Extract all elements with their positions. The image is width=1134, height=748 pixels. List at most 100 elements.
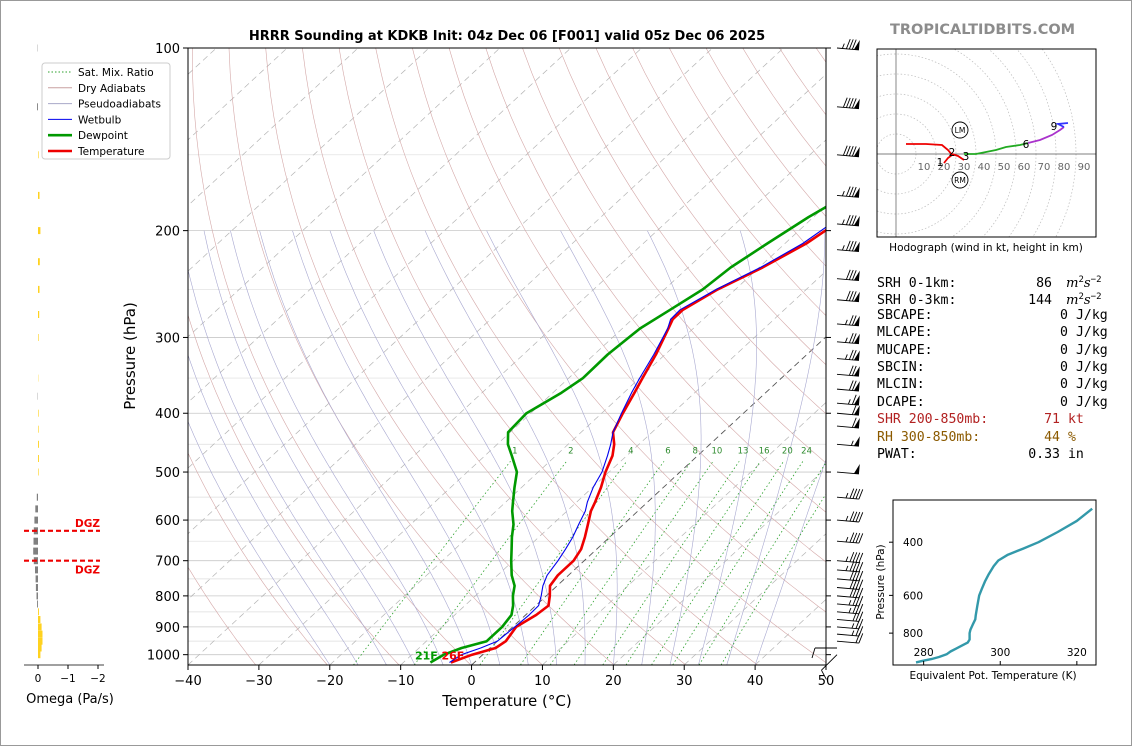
param-value: 86	[1036, 276, 1052, 291]
wind-barb	[836, 511, 864, 523]
omega-bar	[33, 537, 38, 545]
isotherm-line	[258, 139, 826, 665]
barb-flag	[845, 214, 851, 225]
y-tick-label: 100	[155, 42, 180, 57]
wind-barbs	[811, 38, 864, 680]
barb-half-flag	[841, 190, 845, 197]
dry-adiabat-line	[485, 48, 826, 513]
barb-flag	[811, 647, 816, 659]
barb-pennant	[853, 39, 860, 50]
param-unit: %	[1067, 429, 1076, 445]
omega-bar	[38, 191, 40, 199]
barb-staff	[836, 249, 859, 253]
x-tick-label: −20	[316, 674, 343, 689]
barb-staff	[836, 611, 859, 615]
barb-staff	[836, 595, 859, 599]
omega-bar	[38, 455, 39, 462]
theta-e-chart: 280 300 320 400 600 800 Equivalent Pot. Tempe…	[875, 499, 1097, 682]
barb-staff	[836, 358, 859, 361]
pseudoadiabat-line	[754, 458, 826, 665]
isotherm-line	[471, 336, 826, 665]
barb-pennant	[853, 270, 860, 281]
barb-flag	[851, 215, 857, 226]
barb-flag	[851, 39, 857, 50]
barb-flag	[851, 394, 857, 405]
barb-flag	[845, 97, 851, 108]
barb-flag	[848, 380, 854, 391]
param-label: PWAT:	[877, 446, 917, 462]
wind-barb	[836, 532, 864, 544]
param-pwat: PWAT: 0.33 in	[877, 446, 1108, 463]
barb-pennant	[853, 98, 860, 109]
pseudoadiabat-line	[424, 230, 586, 665]
barb-flag	[858, 533, 864, 544]
wind-barb	[811, 647, 837, 659]
barb-flag	[848, 315, 854, 326]
barb-pennant	[853, 333, 860, 344]
legend-label: Dry Adiabats	[78, 83, 146, 95]
isotherm-line	[188, 73, 826, 665]
param-label: SRH 0-1km:	[877, 276, 957, 291]
hodo-storm-marker	[951, 171, 969, 189]
wind-barb	[836, 365, 860, 377]
barb-pennant	[853, 187, 860, 198]
theta-y-tick-label: 400	[903, 537, 923, 549]
barb-flag	[845, 38, 851, 49]
omega-bar	[38, 311, 40, 318]
param-unit: kt	[1067, 412, 1084, 428]
omega-bar	[38, 468, 39, 476]
barb-staff	[836, 154, 859, 158]
barb-staff	[836, 578, 859, 582]
omega-bar	[36, 493, 38, 501]
dry-adiabat-line	[375, 48, 826, 664]
mixing-ratio-line	[479, 461, 628, 665]
omega-bar	[38, 630, 43, 638]
param-label: MUCAPE:	[877, 342, 933, 358]
skewt-chart: 1 2 4 6 8 10 13 16 20 24 30 36 21F 26F −40 −30 −20 −10 0…	[41, 29, 864, 710]
theta-e-line	[915, 507, 1093, 664]
omega-bar	[38, 258, 40, 266]
isotherm-line	[188, 48, 572, 403]
barb-pennant	[853, 463, 860, 474]
barb-pennant	[853, 418, 860, 429]
mixing-ratio-line	[720, 493, 826, 665]
barb-flag	[845, 186, 851, 197]
dry-adiabat-line	[558, 48, 826, 415]
skewt-ticks: −40 −30 −20 −10 0 10 20 30 40 50 100 200 300 400 500 60…	[147, 42, 834, 689]
x-tick-label: 20	[605, 674, 622, 689]
hodo-trace	[906, 143, 954, 164]
wind-barb	[836, 315, 860, 327]
barb-pennant	[853, 366, 860, 377]
barb-staff	[836, 443, 859, 447]
barb-flag	[855, 488, 861, 499]
barb-flag	[842, 145, 848, 156]
barb-flag	[852, 488, 858, 499]
isotherm-line	[329, 205, 826, 665]
barb-half-flag	[845, 536, 849, 543]
barb-half-flag	[844, 319, 848, 325]
wind-barb	[836, 394, 860, 406]
barb-flag	[851, 333, 857, 344]
barb-pennant	[853, 315, 860, 326]
x-tick-label: −40	[174, 674, 201, 689]
dry-adiabat-line	[595, 48, 826, 366]
hodograph-data: 12 3 6 9 LM RM	[906, 121, 1069, 189]
param-label: MLCIN:	[877, 377, 925, 393]
omega-bar	[35, 505, 38, 513]
surface-dewpoint-label: 21F	[415, 649, 438, 662]
param-label: DCAPE:	[877, 394, 925, 410]
barb-flag	[845, 290, 851, 301]
omega-bar	[34, 516, 38, 524]
param-unit2: s	[1083, 293, 1091, 309]
wind-barb	[836, 488, 864, 500]
barb-staff	[836, 341, 859, 345]
isotherm-line	[188, 48, 642, 469]
omega-bar	[37, 600, 38, 608]
x-tick-label: 40	[747, 674, 764, 689]
barb-staff	[836, 603, 859, 607]
param-unit: in	[1067, 446, 1084, 462]
param-shr: SHR 200-850mb: 71 kt	[877, 411, 1108, 428]
barb-staff	[836, 194, 859, 198]
theta-x-tick-label: 320	[1067, 647, 1087, 659]
param-value: 0	[1060, 325, 1068, 341]
